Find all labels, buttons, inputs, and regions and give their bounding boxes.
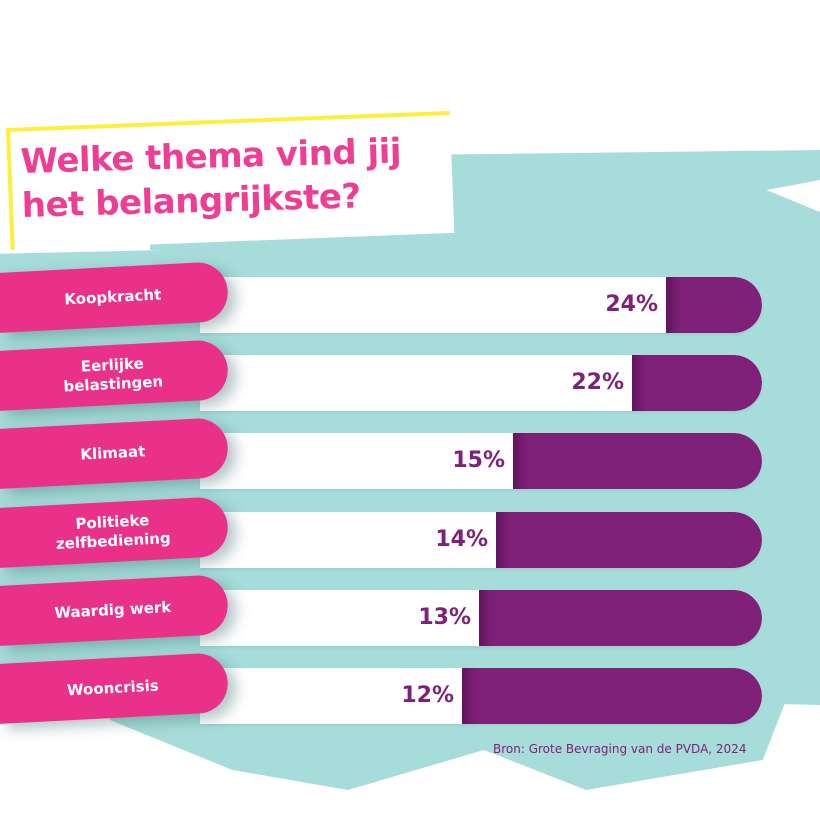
- source-note: Bron: Grote Bevraging van de PVDA, 2024: [493, 742, 747, 756]
- category-label: Waardig werk: [53, 597, 172, 622]
- category-label-pill: Wooncrisis: [0, 652, 230, 724]
- bar-track: [200, 512, 762, 568]
- bar-track: [200, 355, 762, 411]
- bar-row: 13% Waardig werk: [0, 574, 820, 646]
- bar-fill: [462, 668, 762, 724]
- bar-row: 15% Klimaat: [0, 417, 820, 489]
- category-label-pill: Politieke zelfbediening: [0, 496, 230, 568]
- bar-track: [200, 277, 762, 333]
- value-label: 22%: [571, 370, 624, 395]
- title-line-1: Welke thema vind jij: [20, 131, 402, 182]
- value-label: 24%: [605, 292, 658, 317]
- bar-row: 14% Politieke zelfbediening: [0, 496, 820, 568]
- category-label-pill: Klimaat: [0, 417, 230, 489]
- bar-row: 22% Eerlijke belastingen: [0, 339, 820, 411]
- category-label-pill: Koopkracht: [0, 261, 230, 333]
- category-label-pill: Eerlijke belastingen: [0, 339, 230, 411]
- bar-row: 24% Koopkracht: [0, 261, 820, 333]
- bar-track: [200, 433, 762, 489]
- bar-fill: [632, 355, 762, 411]
- title-line-2: het belangrijkste?: [21, 176, 362, 226]
- bar-fill: [666, 277, 762, 333]
- bar-row: 12% Wooncrisis: [0, 652, 820, 724]
- value-label: 12%: [401, 683, 454, 708]
- bar-track: [200, 668, 762, 724]
- category-label: Koopkracht: [63, 284, 162, 309]
- category-label: Politieke zelfbediening: [55, 511, 172, 553]
- bar-fill: [513, 433, 762, 489]
- bar-fill: [496, 512, 762, 568]
- category-label: Klimaat: [79, 441, 146, 464]
- bar-fill: [479, 590, 762, 646]
- category-label: Wooncrisis: [66, 676, 160, 699]
- value-label: 13%: [418, 605, 471, 630]
- category-label: Eerlijke belastingen: [63, 354, 164, 396]
- chart-title: Welke thema vind jij het belangrijkste?: [20, 127, 482, 228]
- category-label-pill: Waardig werk: [0, 574, 230, 646]
- bar-track: [200, 590, 762, 646]
- value-label: 15%: [452, 448, 505, 473]
- value-label: 14%: [435, 527, 488, 552]
